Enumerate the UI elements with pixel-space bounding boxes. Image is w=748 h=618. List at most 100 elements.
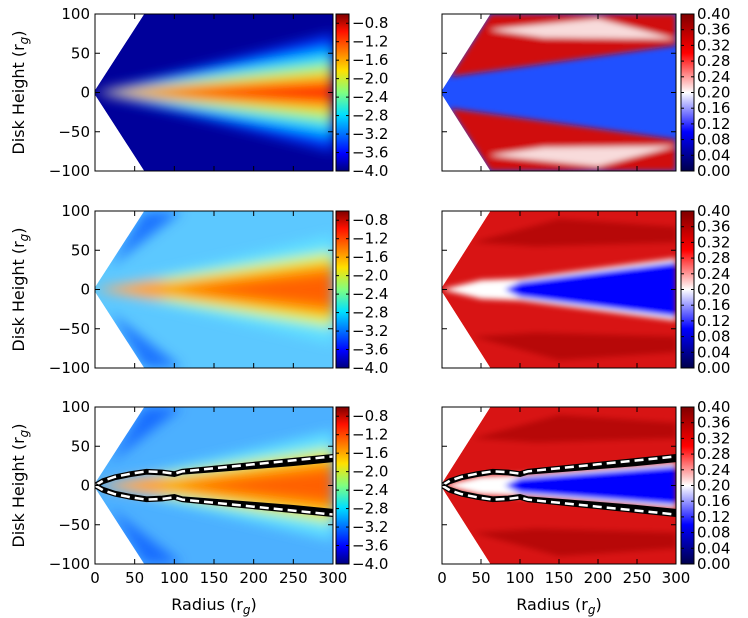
colorbar-tick-label: −3.6	[352, 537, 388, 555]
ratio-dark-upper	[473, 414, 676, 443]
excised-upper	[442, 407, 491, 484]
panel-0-1	[442, 14, 676, 171]
colorbar-tick-label: −2.8	[352, 304, 388, 322]
colorbar-tick-label: −4.0	[352, 555, 388, 573]
colorbar-tick-label: −2.8	[352, 107, 388, 125]
disk-blue-lower	[110, 313, 183, 368]
colorbar-tick-label: −0.8	[352, 14, 388, 32]
colorbar-tick-label: −3.2	[352, 125, 388, 143]
axis-labels: Disk Height (rg)Disk Height (rg)Disk Hei…	[9, 30, 602, 617]
colorbar-tick-label: 0.28	[697, 52, 730, 70]
contour-dashed-top	[442, 455, 676, 487]
colorbar-tick-label: 0.40	[697, 202, 730, 220]
y-tick-label: 0	[80, 281, 90, 299]
ratio-dark-lower	[473, 332, 676, 361]
colorbar-tick-label: 0.36	[697, 414, 730, 432]
y-axis-label-end: )	[9, 423, 28, 429]
colorbar-tick-label: 0.04	[697, 146, 730, 164]
colorbar-tick-label: 0.16	[697, 296, 730, 314]
x-tick-label: 200	[584, 569, 613, 587]
colorbar-tick-label: −1.6	[352, 444, 388, 462]
x-axis-label: Radius (rg)	[171, 595, 256, 617]
ratio-outflow	[449, 14, 676, 171]
x-tick-label: 300	[319, 569, 348, 587]
excised-lower	[442, 94, 491, 171]
colorbar-tick-label: −0.8	[352, 211, 388, 229]
excised-lower	[95, 487, 145, 564]
colorbar-tick-label: −2.4	[352, 481, 388, 499]
y-tick-label: −50	[58, 320, 90, 338]
colorbar-tick-label: 0.32	[697, 233, 730, 251]
x-tick-label: 50	[471, 569, 490, 587]
colorbar-tick-label: 0.20	[697, 84, 730, 102]
x-tick-label: 100	[506, 569, 535, 587]
excised-lower	[442, 291, 491, 368]
colorbar-tick-label: 0.28	[697, 445, 730, 463]
density-disk	[95, 33, 333, 152]
excised-upper	[442, 14, 491, 91]
y-tick-label: 50	[71, 241, 90, 259]
x-tick-label: 200	[239, 569, 268, 587]
x-tick-label: 100	[160, 569, 189, 587]
colorbars: −0.8−1.2−1.6−2.0−2.4−2.8−3.2−3.6−4.00.40…	[335, 5, 730, 573]
colorbar-tick-label: −2.8	[352, 500, 388, 518]
colorbar-tick-label: −1.6	[352, 51, 388, 69]
colorbar-tick-label: 0.28	[697, 249, 730, 267]
y-tick-label: 50	[71, 437, 90, 455]
colorbar-tick-label: 0.20	[697, 281, 730, 299]
x-axis-label: Radius (rg)	[516, 595, 601, 617]
colorbar-tick-label: −3.2	[352, 518, 388, 536]
y-axis-label-sub: g	[17, 233, 31, 241]
y-axis-label: Disk Height (rg)	[9, 423, 31, 547]
disk-layer-red	[95, 81, 333, 104]
contour-dashed-bottom	[442, 484, 676, 516]
panel-0-0	[95, 14, 333, 171]
panel-2-1	[442, 407, 676, 564]
colorbar-tick-label: 0.04	[697, 343, 730, 361]
y-tick-label: 0	[80, 84, 90, 102]
y-tick-label: 100	[61, 398, 90, 416]
y-tick-label: −50	[58, 516, 90, 534]
colorbar-tick-label: 0.12	[697, 312, 730, 330]
colorbar-tick-label: 0.40	[697, 398, 730, 416]
x-axis-label-end: )	[595, 595, 601, 614]
colorbar-tick-label: 0.04	[697, 539, 730, 557]
x-tick-label: 250	[279, 569, 308, 587]
ratio-blue-core	[504, 465, 676, 506]
axes: 100500−50−100100500−50−100100500−50−1000…	[49, 5, 691, 587]
colorbar-tick-label: 0.00	[697, 162, 730, 180]
colorbar-left-1	[335, 210, 350, 369]
colorbar-tick-label: 0.08	[697, 131, 730, 149]
y-axis-label-sub: g	[17, 36, 31, 44]
colorbar-tick-label: 0.32	[697, 429, 730, 447]
density-disk	[95, 211, 333, 368]
excised-lower	[442, 487, 491, 564]
colorbar-tick-label: 0.12	[697, 508, 730, 526]
y-axis-label-main: Disk Height (r	[9, 437, 28, 548]
ratio-core	[442, 218, 676, 361]
colorbar-tick-label: −4.0	[352, 359, 388, 377]
excised-upper	[95, 407, 145, 484]
outflow-white-upper	[488, 18, 676, 40]
colorbar-tick-label: −2.0	[352, 463, 388, 481]
ratio-core	[442, 414, 676, 557]
x-tick-label: 0	[90, 569, 100, 587]
y-tick-label: 100	[61, 5, 90, 23]
colorbar-tick-label: 0.08	[697, 328, 730, 346]
x-tick-label: 150	[200, 569, 229, 587]
colorbar-tick-label: 0.40	[697, 5, 730, 23]
colorbar-tick-label: 0.16	[697, 99, 730, 117]
y-axis-label: Disk Height (rg)	[9, 227, 31, 351]
x-axis-label-main: Radius (r	[171, 595, 243, 614]
colorbar-tick-label: −0.8	[352, 407, 388, 425]
y-tick-label: 100	[61, 202, 90, 220]
excised-lower	[95, 291, 145, 368]
x-tick-label: 0	[437, 569, 447, 587]
y-tick-label: −50	[58, 123, 90, 141]
colorbar-tick-label: −4.0	[352, 162, 388, 180]
disk-layer-core	[174, 468, 333, 503]
y-axis-label-end: )	[9, 227, 28, 233]
colorbar-tick-label: −2.0	[352, 267, 388, 285]
colorbar-tick-label: −3.6	[352, 144, 388, 162]
